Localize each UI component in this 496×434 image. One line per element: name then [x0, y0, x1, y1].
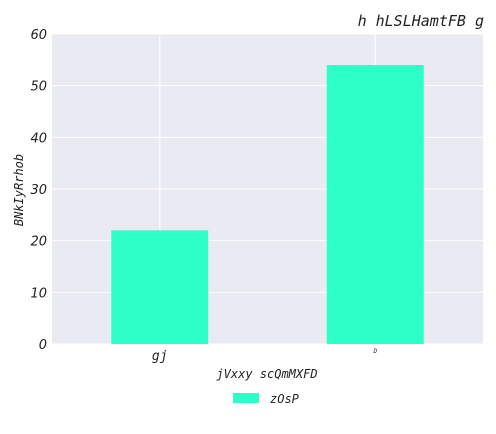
chart-title: h hLSLHamtFB g [358, 12, 484, 30]
legend-swatch [233, 393, 259, 403]
bar-D [326, 65, 424, 344]
legend: zOsP [233, 392, 300, 406]
y-tick-label: 0 [39, 338, 47, 353]
y-tick-labels: 0 10 20 30 40 50 60 [30, 28, 47, 353]
y-tick-label: 10 [30, 286, 47, 301]
y-axis-label: BNkIyRrhob [12, 154, 26, 226]
x-tick-labels: gj D [152, 348, 378, 364]
y-tick-label: 40 [30, 131, 47, 146]
x-tick-label: D [372, 348, 377, 355]
bars [111, 65, 424, 344]
x-axis-label: jVxxy scQmMXFD [216, 367, 317, 381]
y-tick-label: 30 [30, 183, 47, 198]
y-tick-label: 20 [30, 235, 47, 250]
bar-gj [111, 230, 209, 344]
x-tick-label: gj [152, 349, 168, 364]
legend-label: zOsP [270, 392, 300, 406]
y-tick-label: 60 [30, 28, 47, 43]
y-tick-label: 50 [30, 80, 47, 95]
